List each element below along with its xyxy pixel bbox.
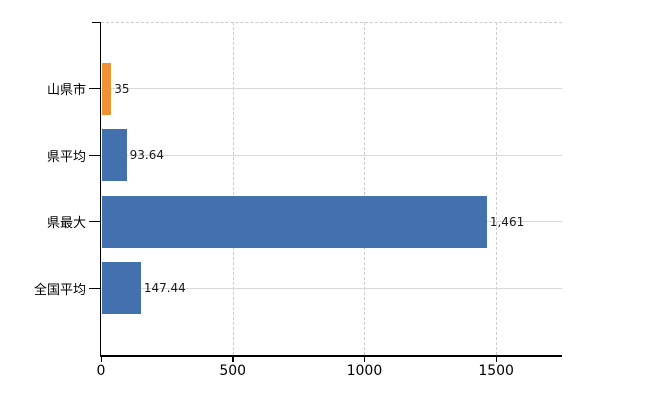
bar-4 — [102, 262, 141, 315]
bar-3 — [102, 195, 487, 248]
y-axis-tick — [89, 287, 101, 289]
category-label: 県最大 — [46, 216, 86, 232]
y-axis-tick — [89, 221, 101, 223]
y-axis-line — [99, 22, 101, 357]
x-axis-tick-label: 1500 — [478, 363, 514, 379]
x-axis-tick — [363, 356, 366, 362]
bar-1 — [102, 62, 112, 115]
y-axis-tick — [89, 154, 101, 156]
value-label: 93.64 — [129, 148, 165, 163]
x-axis-tick-label: 500 — [219, 363, 247, 379]
vertical-gridline — [496, 22, 498, 355]
x-axis-tick — [232, 356, 234, 362]
vertical-gridline — [364, 22, 366, 355]
x-axis-tick-label: 0 — [96, 363, 106, 379]
category-label: 山県市 — [46, 83, 86, 99]
category-gridline — [101, 154, 562, 156]
y-axis-tick — [89, 88, 101, 90]
value-label: 147.44 — [143, 281, 186, 296]
x-axis-tick-label: 1000 — [346, 363, 383, 379]
bar-2 — [102, 129, 127, 182]
vertical-gridline — [232, 22, 234, 355]
y-axis-top-tick — [92, 21, 101, 23]
x-axis-tick — [100, 356, 102, 362]
value-label: 35 — [114, 81, 130, 96]
category-gridline — [101, 88, 562, 90]
category-gridline — [101, 287, 562, 289]
category-label: 県平均 — [46, 149, 86, 165]
category-label: 全国平均 — [33, 282, 86, 298]
value-label: 1,461 — [489, 214, 525, 229]
x-axis-line — [99, 355, 562, 357]
x-axis-tick — [495, 356, 498, 362]
plot-top-border — [101, 22, 562, 23]
